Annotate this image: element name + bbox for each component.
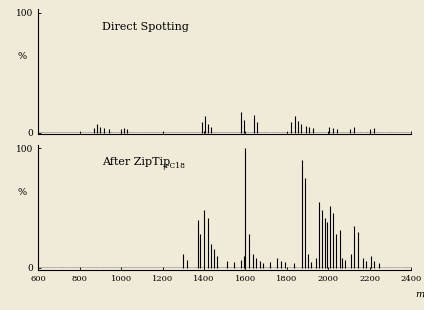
- Text: m/z: m/z: [415, 290, 424, 299]
- Text: After ZipTip: After ZipTip: [102, 157, 170, 167]
- Text: %: %: [18, 52, 27, 61]
- Text: μ-C18: μ-C18: [163, 162, 186, 170]
- Text: Direct Spotting: Direct Spotting: [102, 22, 188, 32]
- Text: %: %: [18, 188, 27, 197]
